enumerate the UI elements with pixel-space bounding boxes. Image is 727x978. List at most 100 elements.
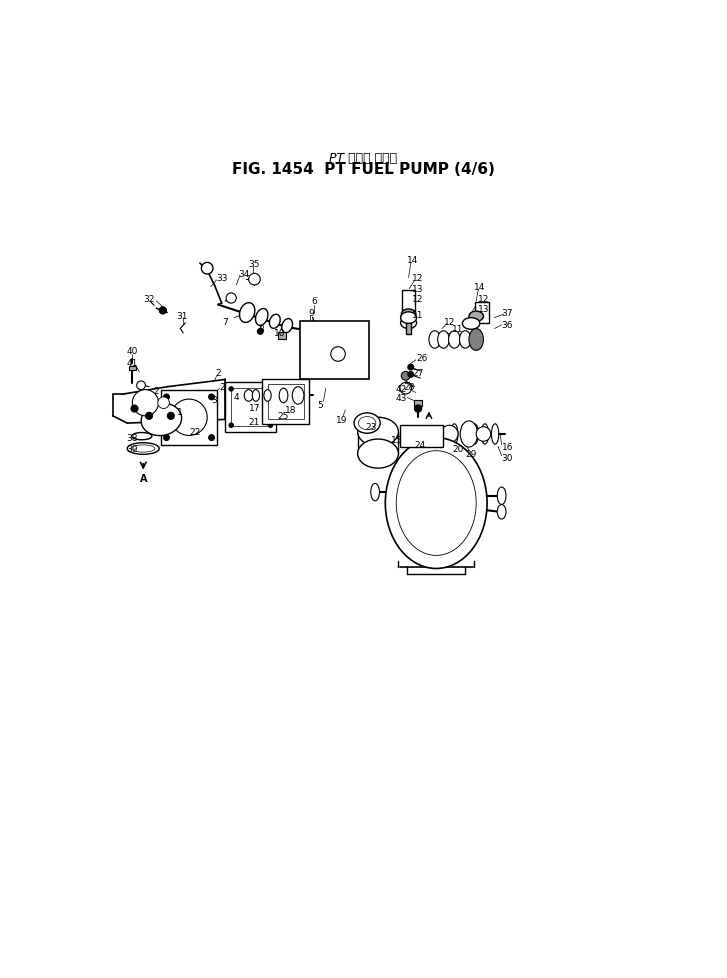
Circle shape [201, 263, 213, 275]
Text: 13: 13 [478, 304, 489, 313]
Text: 15: 15 [390, 435, 402, 444]
Ellipse shape [132, 433, 152, 440]
Bar [406, 324, 411, 335]
Text: 36: 36 [502, 321, 513, 331]
Ellipse shape [469, 330, 483, 351]
Circle shape [268, 423, 273, 428]
Circle shape [408, 372, 414, 378]
Text: 14: 14 [407, 255, 419, 265]
Text: 1: 1 [177, 408, 183, 417]
Ellipse shape [497, 505, 506, 519]
Text: 42: 42 [395, 384, 407, 393]
Text: 26: 26 [416, 354, 427, 363]
Ellipse shape [255, 309, 268, 326]
Text: 24: 24 [414, 441, 426, 450]
Text: 41: 41 [126, 359, 138, 368]
Text: 2: 2 [153, 386, 159, 395]
Text: 2: 2 [215, 369, 221, 378]
Circle shape [137, 381, 145, 390]
Text: 3: 3 [212, 396, 217, 405]
Circle shape [257, 330, 263, 335]
Ellipse shape [358, 417, 376, 430]
Text: FIG. 1454  PT FUEL PUMP (4/6): FIG. 1454 PT FUEL PUMP (4/6) [232, 162, 495, 177]
Ellipse shape [358, 440, 398, 468]
Text: 29: 29 [465, 450, 477, 459]
Text: 31: 31 [176, 312, 188, 321]
Circle shape [164, 394, 169, 400]
Text: 2: 2 [219, 382, 225, 392]
Text: 23: 23 [365, 422, 377, 431]
Circle shape [476, 427, 491, 442]
Ellipse shape [401, 310, 416, 320]
Ellipse shape [471, 424, 478, 445]
Circle shape [249, 274, 260, 286]
Circle shape [164, 435, 169, 441]
Ellipse shape [497, 488, 506, 505]
Circle shape [308, 330, 313, 335]
Bar [129, 367, 135, 371]
Text: 4: 4 [233, 392, 239, 401]
Ellipse shape [239, 303, 255, 323]
Bar [262, 379, 310, 424]
Ellipse shape [401, 318, 417, 330]
Bar [278, 333, 286, 340]
Text: 13: 13 [412, 285, 424, 293]
Circle shape [268, 387, 273, 391]
Ellipse shape [460, 422, 478, 448]
Ellipse shape [244, 390, 253, 402]
Ellipse shape [292, 387, 304, 405]
Circle shape [159, 307, 166, 315]
Text: 17: 17 [249, 403, 260, 412]
Bar [475, 302, 489, 324]
Circle shape [145, 413, 153, 420]
Text: 5: 5 [317, 401, 323, 410]
Text: 30: 30 [502, 454, 513, 463]
Text: 9: 9 [308, 309, 314, 318]
Circle shape [331, 347, 345, 362]
Circle shape [414, 406, 422, 413]
Text: PT フェル ポンプ: PT フェル ポンプ [329, 152, 398, 165]
Bar [230, 389, 270, 426]
Text: 20: 20 [452, 445, 464, 454]
Text: 18: 18 [285, 405, 297, 415]
Bar [402, 291, 415, 317]
Text: 12: 12 [412, 274, 424, 283]
Circle shape [226, 293, 236, 304]
Ellipse shape [354, 414, 380, 434]
Text: 34: 34 [238, 270, 249, 279]
Ellipse shape [429, 332, 441, 349]
Text: 40: 40 [126, 346, 138, 356]
Text: A: A [140, 473, 147, 484]
Ellipse shape [396, 451, 476, 556]
Circle shape [209, 435, 214, 441]
Text: 28: 28 [403, 382, 414, 392]
Text: 12: 12 [412, 294, 424, 303]
Text: 22: 22 [189, 427, 201, 437]
Text: 7: 7 [222, 318, 228, 327]
Text: 35: 35 [249, 259, 260, 268]
Text: 21: 21 [249, 418, 260, 426]
Ellipse shape [385, 438, 487, 569]
Bar [225, 383, 276, 432]
Ellipse shape [282, 319, 292, 333]
Ellipse shape [279, 389, 288, 403]
Ellipse shape [141, 404, 182, 436]
Bar [414, 400, 422, 406]
Circle shape [408, 365, 414, 371]
Circle shape [229, 387, 233, 391]
Bar [268, 384, 304, 420]
Ellipse shape [461, 424, 468, 445]
Text: 6: 6 [311, 297, 317, 306]
Ellipse shape [264, 390, 271, 402]
Bar [161, 390, 217, 445]
Circle shape [167, 413, 174, 420]
Text: 16: 16 [502, 442, 513, 452]
Ellipse shape [451, 424, 458, 445]
Text: 39: 39 [126, 445, 138, 454]
Ellipse shape [127, 443, 159, 455]
Ellipse shape [252, 390, 260, 402]
Text: 43: 43 [395, 394, 407, 403]
Circle shape [400, 383, 411, 394]
Circle shape [158, 397, 169, 409]
Circle shape [229, 423, 233, 428]
